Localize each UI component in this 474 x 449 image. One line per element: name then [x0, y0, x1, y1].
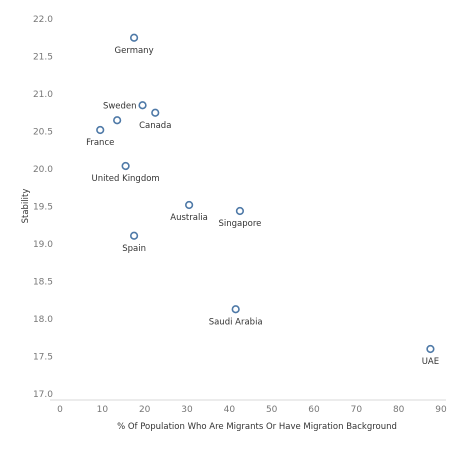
data-point-label: UAE: [422, 357, 439, 367]
y-axis-ticks: 17.0 17.5 18.0 18.5 19.0 19.5 20.0 20.5 21.0 21.5…: [33, 15, 53, 400]
y-tick-label: 20.5: [33, 128, 53, 138]
data-point-label: Germany: [115, 46, 154, 56]
y-tick-label: 22.0: [33, 15, 53, 25]
data-point-label: Australia: [170, 213, 208, 223]
y-tick-label: 19.5: [33, 203, 53, 213]
y-tick-label: 18.5: [33, 278, 53, 288]
data-point[interactable]: [129, 33, 139, 42]
data-point[interactable]: [138, 101, 147, 110]
x-tick-label: 10: [97, 405, 109, 415]
data-point-label: France: [86, 138, 114, 148]
y-tick-label: 20.0: [33, 165, 53, 175]
x-tick-label: 40: [224, 405, 236, 415]
data-point-label: Sweden: [103, 101, 137, 111]
x-tick-label: 70: [351, 405, 363, 415]
y-axis-title: Stability: [21, 189, 31, 224]
y-tick-label: 21.5: [33, 53, 53, 63]
data-point-label: Singapore: [218, 219, 261, 229]
x-tick-label: 20: [139, 405, 151, 415]
data-point[interactable]: [185, 200, 194, 210]
data-point[interactable]: [96, 125, 105, 135]
data-point-label: United Kingdom: [91, 174, 159, 184]
x-axis-title: % Of Population Who Are Migrants Or Have…: [117, 422, 397, 432]
data-point-label: Spain: [122, 244, 146, 254]
y-tick-label: 17.0: [33, 390, 53, 400]
x-tick-label: 30: [181, 405, 193, 415]
data-point[interactable]: [426, 344, 435, 354]
data-point[interactable]: [121, 161, 130, 171]
x-tick-label: 0: [57, 405, 63, 415]
data-point[interactable]: [113, 116, 122, 125]
x-tick-label: 80: [393, 405, 405, 415]
x-tick-label: 50: [266, 405, 278, 415]
x-tick-label: 60: [308, 405, 320, 415]
data-point[interactable]: [235, 206, 245, 216]
x-tick-label: 90: [435, 405, 447, 415]
y-tick-label: 21.0: [33, 90, 53, 100]
data-point[interactable]: [151, 108, 160, 117]
data-point-label: Saudi Arabia: [209, 317, 263, 327]
y-tick-label: 18.0: [33, 315, 53, 325]
y-tick-label: 19.0: [33, 240, 53, 250]
x-axis-ticks: 0 10 20 30 40 50 60 70 80 90: [57, 405, 447, 415]
data-point[interactable]: [231, 305, 240, 314]
data-point[interactable]: [129, 231, 139, 240]
data-point-label: Canada: [139, 121, 171, 131]
y-tick-label: 17.5: [33, 353, 53, 363]
